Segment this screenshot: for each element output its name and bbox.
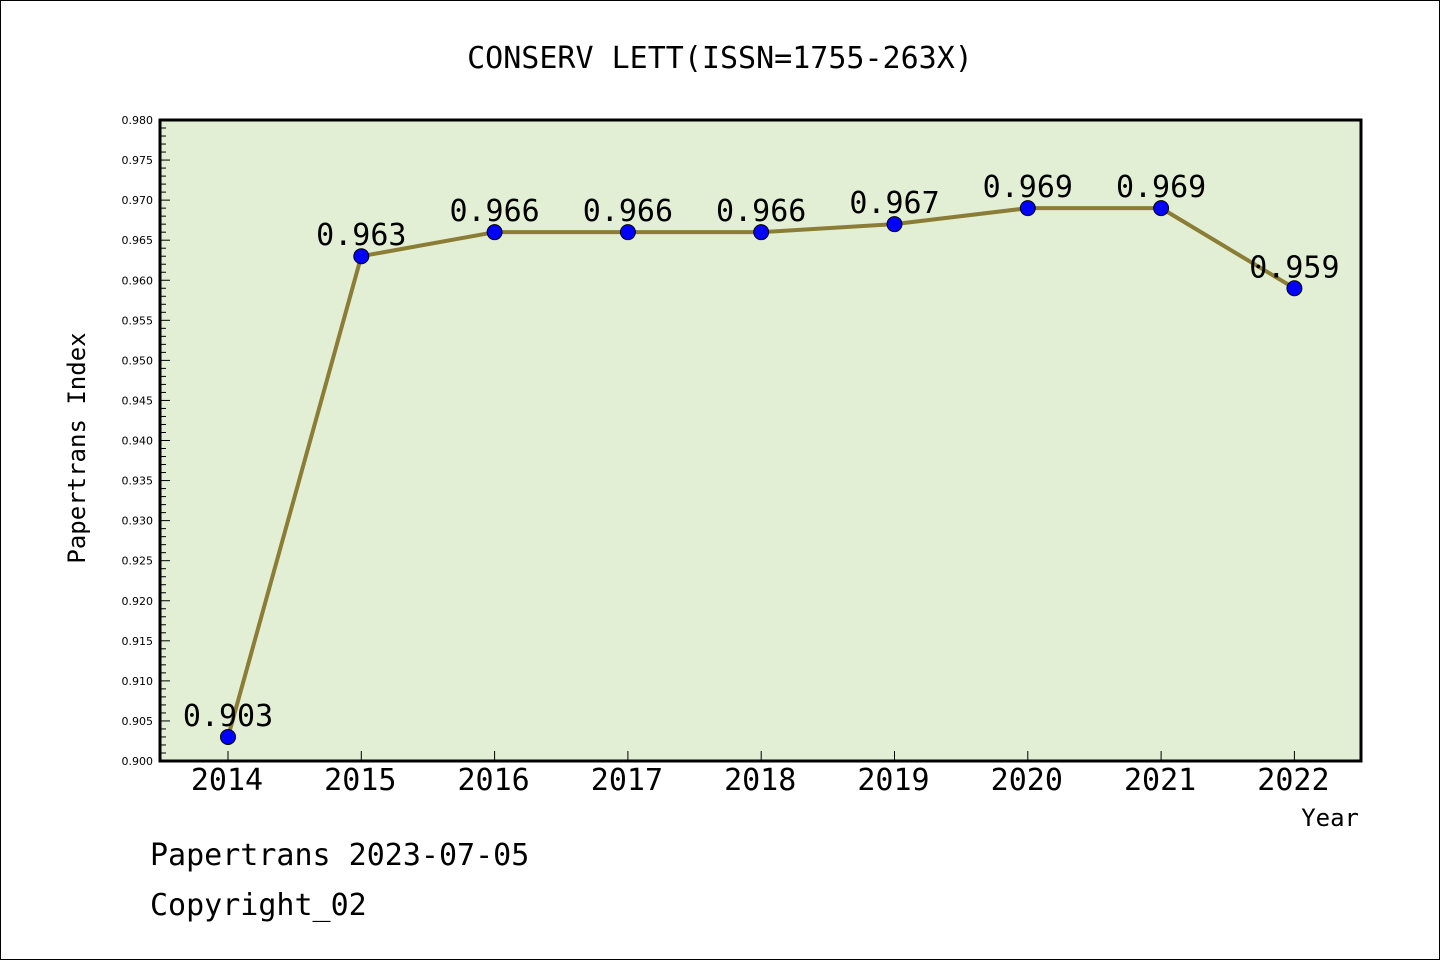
footer-date-text: Papertrans 2023-07-05: [150, 838, 529, 873]
y-tick-label: 0.925: [122, 555, 154, 568]
y-tick-label: 0.980: [122, 114, 154, 127]
y-tick-label: 0.955: [122, 314, 154, 327]
data-label: 0.966: [583, 194, 673, 229]
x-tick-label: 2020: [991, 763, 1063, 798]
y-tick-label: 0.900: [122, 755, 154, 768]
y-axis-label: Papertrans Index: [63, 332, 91, 563]
x-tick-label: 2016: [457, 763, 529, 798]
data-label: 0.903: [183, 699, 273, 734]
y-tick-label: 0.940: [122, 435, 154, 448]
footer-copyright-text: Copyright_02: [150, 888, 367, 923]
x-axis: 2014 2015 2016 2017 2018 2019 2020 2021 2022: [191, 751, 1330, 798]
x-tick-label: 2018: [724, 763, 796, 798]
data-label: 0.963: [316, 218, 406, 253]
data-point-marker: [886, 216, 903, 233]
y-tick-label: 0.920: [122, 595, 154, 608]
data-point-marker: [486, 224, 503, 241]
y-tick-label: 0.960: [122, 274, 154, 287]
y-tick-label: 0.950: [122, 354, 154, 367]
x-tick-label: 2017: [591, 763, 663, 798]
data-label: 0.959: [1249, 250, 1339, 285]
data-labels: 0.903 0.963 0.966 0.966 0.966 0.967 0.969 0.969…: [183, 170, 1340, 734]
chart-title: CONSERV LETT(ISSN=1755-263X): [467, 41, 973, 76]
data-point-marker: [1286, 280, 1303, 297]
data-label: 0.966: [716, 194, 806, 229]
y-axis: 0.900 0.905 0.910 0.915 0.920 0.925 0.930 0.935…: [122, 114, 170, 768]
data-point-marker: [1019, 200, 1036, 217]
x-tick-label: 2021: [1124, 763, 1196, 798]
x-tick-label: 2014: [191, 763, 263, 798]
data-label: 0.967: [849, 186, 939, 221]
y-tick-label: 0.915: [122, 635, 154, 648]
data-point-marker: [220, 728, 236, 745]
x-tick-label: 2015: [324, 763, 396, 798]
data-label: 0.966: [449, 194, 539, 229]
data-point-marker: [1153, 200, 1170, 217]
data-point-marker: [619, 224, 636, 241]
data-label: 0.969: [1116, 170, 1206, 205]
y-tick-label: 0.905: [122, 715, 154, 728]
y-tick-label: 0.975: [122, 154, 154, 167]
data-label: 0.969: [983, 170, 1073, 205]
series-line-group: [220, 200, 1303, 745]
y-tick-label: 0.910: [122, 675, 154, 688]
y-tick-label: 0.945: [122, 394, 154, 407]
x-tick-label: 2022: [1257, 763, 1329, 798]
data-point-marker: [353, 248, 370, 265]
y-tick-label: 0.935: [122, 475, 154, 488]
x-tick-label: 2019: [857, 763, 929, 798]
y-tick-label: 0.930: [122, 515, 154, 528]
y-tick-label: 0.965: [122, 234, 154, 247]
y-tick-label: 0.970: [122, 194, 154, 207]
data-point-marker: [753, 224, 770, 241]
x-axis-label: Year: [1301, 804, 1359, 832]
